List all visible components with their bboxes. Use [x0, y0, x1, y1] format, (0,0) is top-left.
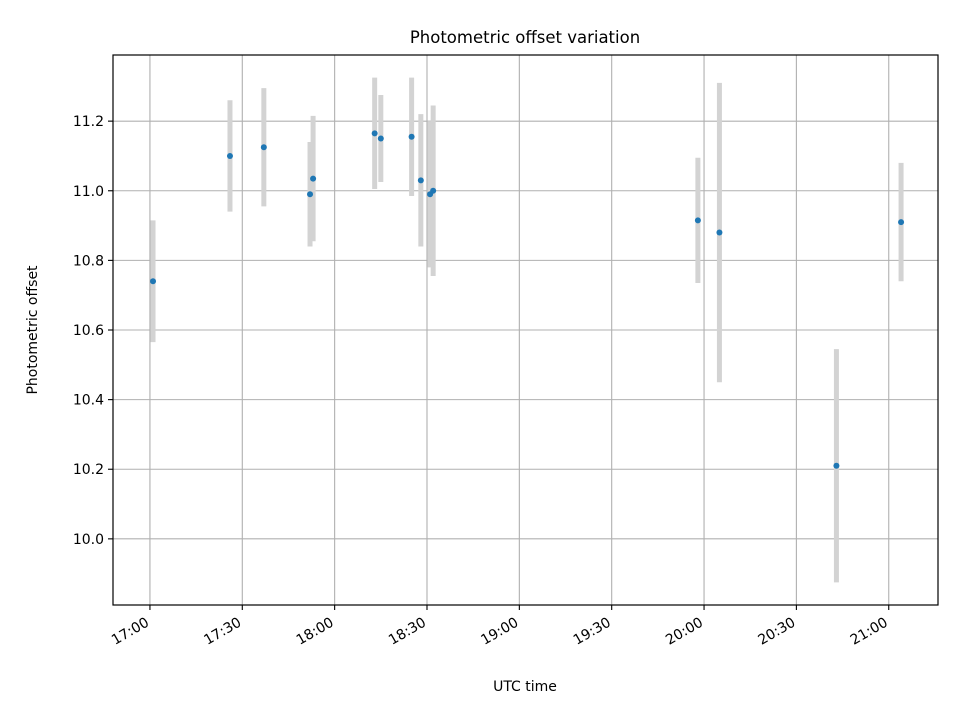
y-tick-label: 10.2	[73, 462, 104, 478]
data-point	[408, 133, 415, 140]
data-markers	[150, 130, 905, 469]
data-point	[716, 229, 723, 236]
data-point	[898, 219, 905, 226]
chart-title: Photometric offset variation	[410, 28, 640, 47]
data-point	[307, 191, 314, 198]
data-point	[377, 135, 384, 142]
y-tick-label: 10.6	[73, 323, 104, 339]
data-point	[694, 217, 701, 224]
y-axis-label: Photometric offset	[25, 265, 41, 395]
y-tick-label: 10.4	[73, 393, 104, 409]
y-tick-label: 10.8	[73, 253, 104, 269]
x-axis-label: UTC time	[493, 679, 557, 695]
data-point	[371, 130, 378, 137]
data-point	[833, 462, 840, 469]
data-point	[310, 175, 317, 182]
y-tick-label: 11.0	[73, 184, 104, 200]
y-axis-ticks: 10.0 10.2 10.4 10.6 10.8 11.0 11.2	[73, 114, 113, 548]
data-point	[417, 177, 424, 184]
data-point	[260, 144, 267, 151]
y-tick-label: 10.0	[73, 532, 104, 548]
data-point	[226, 152, 233, 159]
grid	[113, 55, 938, 605]
data-point	[430, 187, 437, 194]
data-point	[150, 278, 157, 285]
y-tick-label: 11.2	[73, 114, 104, 130]
